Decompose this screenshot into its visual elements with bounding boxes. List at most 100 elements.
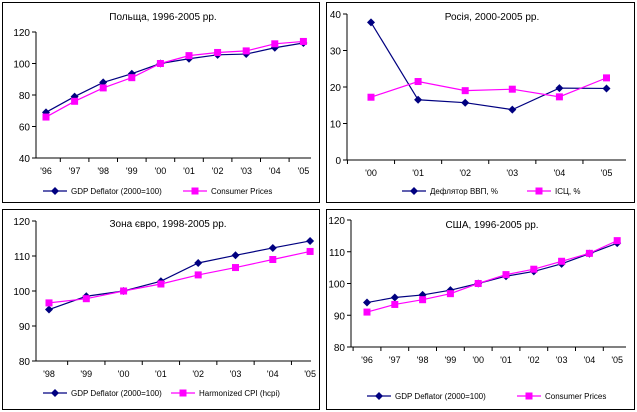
x-tick-label: '04 [584,355,596,365]
chart-title: США, 1996-2005 рр. [445,220,538,231]
data-point [555,93,563,101]
y-tick-label: 110 [14,252,30,263]
x-tick-label: '01 [412,168,424,178]
y-tick-label: 120 [328,216,345,227]
y-tick-label: 100 [13,60,30,71]
data-point [232,264,239,272]
data-point [602,84,611,93]
x-tick-label: '00 [472,355,484,365]
x-tick-label: '98 [43,369,55,379]
data-point [71,97,79,105]
data-point [194,259,203,267]
data-point [306,247,314,255]
y-tick-label: 120 [13,217,30,228]
x-tick-label: '98 [97,166,109,176]
chart-title: Росія, 2000-2005 рр. [445,12,540,23]
data-point [185,52,193,60]
legend-marker [51,187,59,195]
data-point [461,98,470,107]
y-tick-label: 80 [19,91,31,102]
data-point [45,299,53,307]
y-tick-label: 60 [19,123,31,134]
legend-label: GDP Deflator (2000=100) [71,187,162,196]
x-tick-label: '99 [126,166,138,176]
legend-marker [51,389,59,397]
x-tick-label: '00 [365,168,377,178]
series-line [370,77,607,98]
data-point [474,280,482,287]
legend-label: Consumer Prices [211,187,272,196]
legend-marker [375,392,383,400]
data-point [419,296,427,304]
chart-svg: 80 90 100 110 120 '96 '97 '98 '99 '00 '01 '02 '03 '04… [328,216,626,401]
data-point [363,298,371,307]
chart-svg: 40 60 80 100 120 '96 '97 '98 '99 '00 '01 '02 '03 '04 '… [13,12,311,196]
legend-marker [525,392,533,400]
x-tick-label: '96 [40,166,52,176]
x-tick-label: '01 [183,166,195,176]
data-point [99,78,108,87]
y-tick-label: 40 [19,154,31,165]
data-point [585,249,593,257]
series-line [45,42,304,113]
data-point [194,271,202,279]
y-tick-label: 120 [13,28,30,39]
x-tick-label: '05 [611,355,623,365]
data-point [530,265,538,273]
x-tick-label: '05 [298,166,310,176]
x-tick-label: '97 [389,355,401,365]
y-tick-label: 100 [13,287,30,298]
x-tick-label: '03 [506,168,518,178]
chart-panel-russia: 0 10 20 30 40 '00 '01 '02 '03 '04 '05 Росія, 2000-2… [326,2,635,203]
y-tick-label: 90 [334,311,346,322]
data-point [603,74,610,82]
x-tick-label: '03 [556,355,568,365]
data-point [120,287,128,295]
data-point [42,113,50,121]
x-tick-label: '00 [155,166,167,176]
x-tick-label: '99 [80,369,92,379]
y-tick-label: 0 [335,156,341,167]
data-point [555,84,564,93]
x-tick-label: '97 [69,166,81,176]
series-line [370,22,607,111]
data-point [508,85,516,93]
series-line [366,242,618,304]
legend-label: Consumer Prices [545,392,606,401]
series-line [366,240,618,313]
chart-svg: 0 10 20 30 40 '00 '01 '02 '03 '04 '05 Росія, 2000-2… [330,10,626,196]
data-point [128,74,136,82]
series-line [48,240,311,311]
legend-label: GDP Deflator (2000=100) [395,392,486,401]
data-point [391,300,399,308]
x-tick-label: '04 [554,168,566,178]
legend-label: ІСЦ, % [555,187,580,196]
x-tick-label: '01 [155,369,167,379]
legend-label: Harmonized CPI (hcpi) [199,389,280,398]
data-point [156,60,164,67]
x-tick-label: '98 [417,355,429,365]
y-tick-label: 100 [328,280,345,291]
legend-marker [410,187,418,195]
chart-panel-poland: 40 60 80 100 120 '96 '97 '98 '99 '00 '01 '02 '03 '04 '… [2,2,320,203]
x-tick-label: '00 [118,369,130,379]
series-line [45,40,304,118]
legend-marker [535,187,543,195]
data-point [414,78,422,86]
data-point [82,295,90,303]
data-point [558,257,566,265]
data-point [306,236,315,245]
x-tick-label: '02 [528,355,540,365]
chart-title: Польща, 1996-2005 рр. [109,12,216,23]
data-point [367,18,375,27]
legend-label: Дефлятор ВВП, % [430,187,498,196]
data-point [367,93,375,101]
data-point [271,40,279,48]
data-point [461,87,469,95]
data-point [157,280,165,288]
x-tick-label: '02 [212,166,224,176]
data-point [363,308,371,316]
x-tick-label: '96 [361,355,373,365]
data-point [269,256,277,263]
x-tick-label: '02 [192,369,204,379]
